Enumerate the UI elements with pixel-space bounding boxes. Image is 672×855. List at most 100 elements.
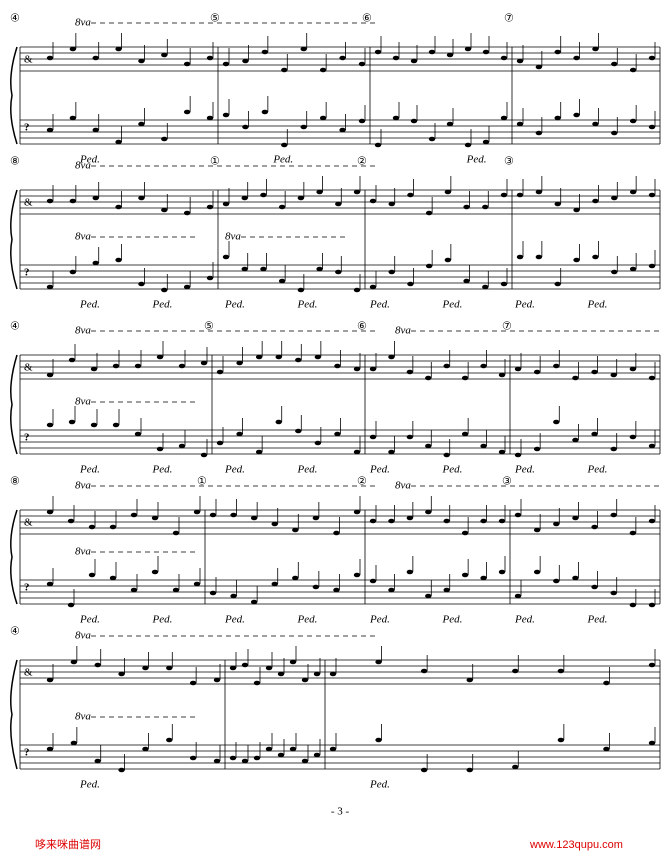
note-head (297, 287, 305, 293)
note-head (535, 254, 543, 260)
measure-number: ⑦ (502, 321, 512, 333)
note-head (295, 357, 302, 363)
note-head (329, 671, 337, 677)
note-head (514, 512, 522, 518)
treble-clef: & (24, 54, 33, 66)
note-head (70, 740, 78, 746)
note-head (388, 449, 395, 455)
bass-clef: ? (24, 122, 30, 134)
note-head (610, 512, 617, 518)
note-head (335, 201, 342, 207)
note-head (369, 434, 377, 440)
system: &? (10, 22, 661, 148)
note-head (425, 593, 432, 599)
note-head (253, 680, 261, 686)
note-head (603, 746, 610, 752)
pedal-mark: Ped. (224, 464, 245, 476)
pedal-mark: Ped. (297, 299, 318, 311)
note-head (444, 189, 452, 195)
note-head (142, 746, 149, 752)
note-head (535, 130, 543, 136)
note-head (610, 590, 617, 596)
note-head (573, 207, 580, 213)
pedal-mark: Ped. (587, 299, 608, 311)
pedal-mark: Ped. (466, 154, 487, 166)
note-head (134, 431, 142, 437)
note-head (500, 281, 508, 287)
note-head (648, 124, 656, 130)
note-head (130, 587, 138, 593)
note-head (312, 515, 320, 521)
note-head (554, 115, 561, 121)
note-head (629, 189, 637, 195)
note-head (46, 284, 54, 290)
measure-number: ⑥ (357, 321, 367, 333)
note-head (611, 195, 618, 201)
measure-number: ② (357, 156, 367, 168)
note-head (480, 575, 487, 581)
note-head (648, 662, 656, 668)
note-head (333, 587, 340, 593)
note-head (648, 263, 656, 269)
note-head (388, 518, 395, 524)
brace (10, 509, 18, 605)
ottava: 8va (75, 396, 91, 408)
measure-number: ① (197, 476, 207, 488)
ottava: 8va (75, 630, 91, 642)
site-url: www.123qupu.com (529, 839, 623, 851)
note-head (406, 515, 414, 521)
note-head (591, 431, 598, 437)
note-head (90, 422, 98, 428)
measure-number: ④ (10, 13, 20, 25)
measure-number: ⑧ (10, 156, 20, 168)
note-head (557, 668, 565, 674)
note-head (69, 46, 77, 52)
page-number: - 3 - (331, 806, 350, 818)
note-head (572, 375, 579, 381)
note-head (178, 363, 186, 369)
note-head (118, 767, 125, 773)
note-head (629, 118, 637, 124)
note-head (428, 136, 436, 142)
note-head (572, 515, 579, 521)
note-head (151, 515, 159, 521)
note-head (109, 575, 117, 581)
note-head (260, 266, 267, 272)
note-head (446, 121, 454, 127)
note-head (183, 109, 191, 115)
note-head (425, 443, 432, 449)
note-head (388, 269, 395, 275)
note-head (554, 201, 561, 207)
note-head (92, 55, 99, 61)
note-head (610, 372, 617, 378)
note-head (250, 599, 258, 605)
note-head (592, 254, 599, 260)
note-head (216, 369, 224, 375)
note-head (591, 369, 598, 375)
note-head (533, 446, 541, 452)
pedal-mark: Ped. (442, 299, 463, 311)
note-head (46, 55, 54, 61)
note-head (88, 572, 96, 578)
brace (10, 659, 18, 770)
note-head (425, 375, 432, 381)
brace (10, 46, 18, 145)
note-head (500, 115, 508, 121)
note-head (70, 659, 78, 665)
note-head (407, 281, 414, 287)
note-head (535, 189, 543, 195)
ottava: 8va (75, 231, 91, 243)
note-head (554, 49, 561, 55)
ottava: 8va (75, 711, 91, 723)
note-head (312, 584, 320, 590)
note-head (112, 422, 120, 428)
measure-number: ⑧ (10, 476, 20, 488)
note-head (183, 210, 191, 216)
note-head (629, 266, 637, 272)
note-head (271, 581, 278, 587)
note-head (265, 665, 273, 671)
note-head (375, 737, 382, 743)
note-head (443, 363, 450, 369)
note-head (94, 758, 101, 764)
note-head (253, 755, 261, 761)
